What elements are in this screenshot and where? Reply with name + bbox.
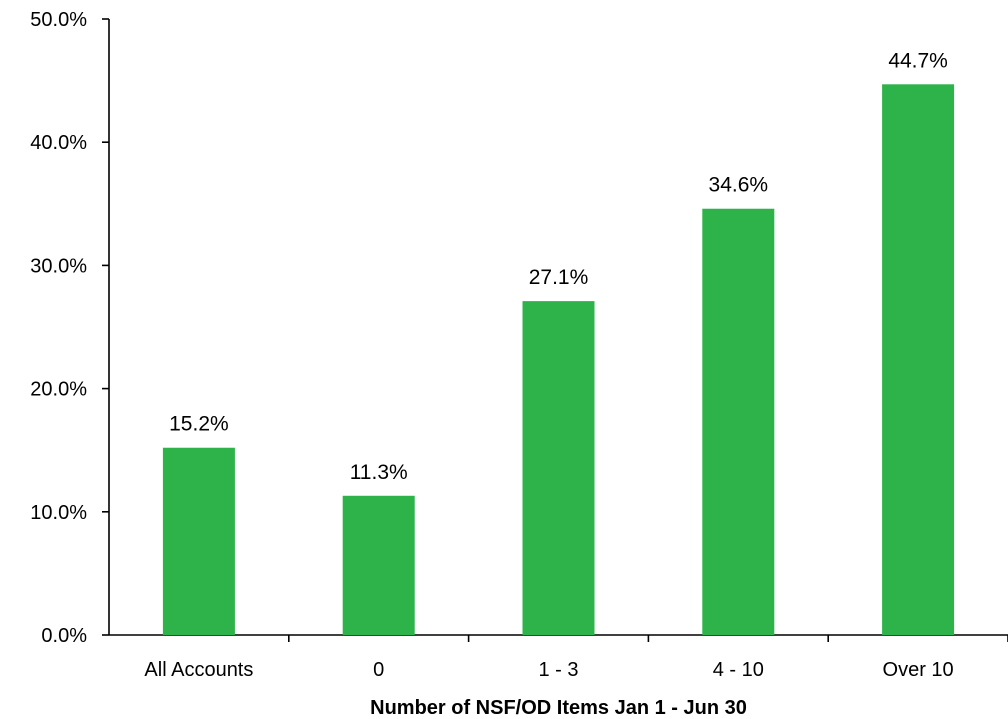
- x-tick-label: All Accounts: [144, 659, 253, 681]
- y-tick-label: 50.0%: [30, 9, 87, 31]
- y-axis: 0.0% 10.0% 20.0% 30.0% 40.0% 50.0%: [30, 9, 110, 647]
- x-tick-label: 0: [373, 659, 384, 681]
- data-label: 44.7%: [888, 49, 948, 72]
- y-tick-label: 30.0%: [30, 255, 87, 277]
- y-tick-label: 20.0%: [30, 379, 87, 401]
- data-label: 15.2%: [169, 413, 229, 436]
- y-tick-label: 10.0%: [30, 502, 87, 524]
- y-tick-label: 0.0%: [41, 625, 87, 647]
- bars: [162, 84, 955, 635]
- x-tick-label: 4 - 10: [713, 659, 764, 681]
- data-label: 11.3%: [350, 461, 408, 484]
- data-label: 27.1%: [529, 266, 589, 289]
- x-tick-label: Over 10: [883, 659, 954, 681]
- data-labels: 15.2% 11.3% 27.1% 34.6% 44.7%: [169, 49, 948, 483]
- bar: [702, 208, 775, 635]
- x-tick-label: 1 - 3: [538, 659, 578, 681]
- x-axis-title: Number of NSF/OD Items Jan 1 - Jun 30: [370, 697, 747, 719]
- x-axis: All Accounts 0 1 - 3 4 - 10 Over 10: [109, 634, 1008, 681]
- bar: [162, 447, 235, 635]
- bar: [522, 301, 595, 635]
- bar: [342, 495, 415, 635]
- y-tick-label: 40.0%: [30, 132, 87, 154]
- data-label: 34.6%: [709, 174, 769, 197]
- bar: [882, 84, 955, 635]
